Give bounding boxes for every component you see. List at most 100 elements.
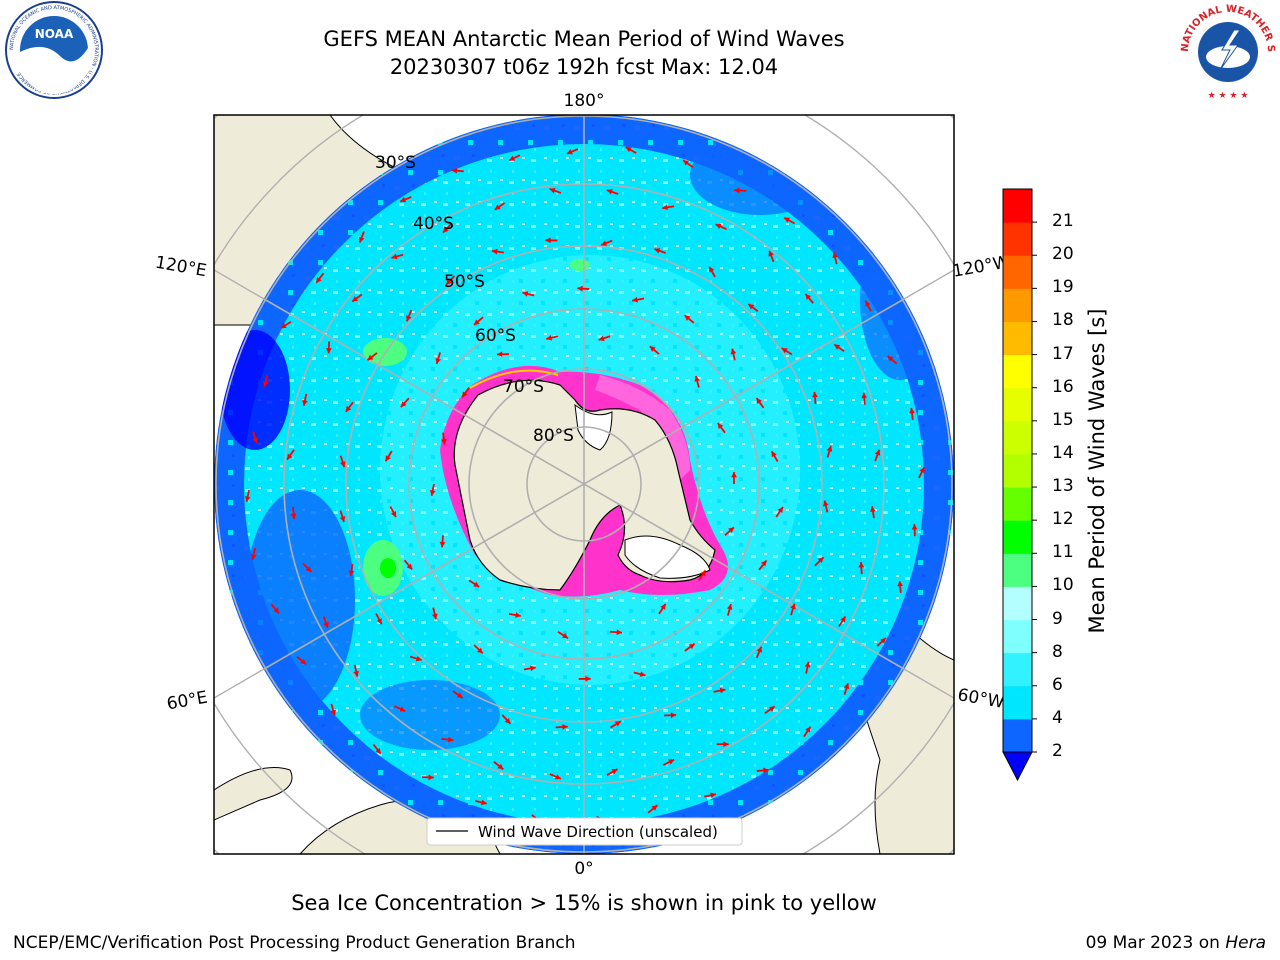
wind-wave-arrowhead	[614, 721, 621, 727]
wind-wave-arrowhead	[812, 391, 818, 398]
map-legend: Wind Wave Direction (unscaled)	[426, 817, 743, 846]
wind-wave-arrowhead	[805, 726, 811, 733]
colorbar-segment	[1003, 387, 1032, 422]
wind-wave-arrowhead	[616, 629, 623, 636]
wind-wave-arrowhead	[432, 613, 438, 620]
wind-wave-arrowhead	[817, 557, 824, 564]
colorbar-tick-label: 14	[1052, 442, 1074, 463]
wind-wave-arrowhead	[428, 774, 434, 781]
colorbar-segment	[1003, 222, 1032, 256]
wind-wave-arrowhead	[804, 661, 811, 668]
wind-wave-arrowhead	[439, 541, 446, 548]
wind-wave-arrowhead	[834, 344, 841, 350]
map-border	[213, 114, 955, 855]
wind-wave-arrowhead	[761, 560, 767, 567]
wind-wave-arrowhead	[385, 455, 391, 462]
colorbar-extend-arrow	[1002, 751, 1033, 782]
wind-wave-arrowhead	[339, 461, 346, 468]
wind-wave-arrowhead	[435, 357, 441, 364]
wind-wave-arrowhead	[709, 266, 715, 273]
wind-wave-arrowhead	[768, 250, 774, 257]
wind-wave-arrowhead	[290, 513, 297, 520]
wind-wave-arrowhead	[352, 296, 359, 302]
wind-wave-arrowhead	[406, 563, 413, 570]
wind-wave-arrowhead	[545, 237, 551, 244]
colorbar-segment	[1003, 321, 1032, 356]
wind-wave-arrowhead	[326, 348, 332, 354]
legend-label: Wind Wave Direction (unscaled)	[478, 823, 718, 841]
wind-wave-arrowhead	[832, 252, 838, 259]
wind-wave-arrowhead	[462, 391, 468, 398]
wind-wave-arrowhead	[566, 149, 573, 155]
wind-wave-arrowhead	[826, 445, 833, 452]
wind-wave-arrowhead	[911, 524, 918, 530]
colorbar-tick-label: 11	[1052, 542, 1074, 563]
wind-wave-arrowhead	[670, 712, 677, 719]
colorbar-tick-label: 20	[1052, 244, 1074, 265]
wind-wave-arrowhead	[625, 147, 632, 153]
lon-label-180: 180°	[564, 91, 605, 111]
wind-wave-arrowhead	[390, 511, 397, 518]
wind-wave-arrowhead	[491, 248, 498, 255]
lon-label-60e: 60°E	[165, 688, 209, 715]
colorbar-tick-label: 9	[1052, 608, 1063, 629]
wind-wave-arrowhead	[250, 554, 257, 560]
colorbar	[1002, 188, 1037, 782]
footer-machine: Hera	[1225, 933, 1266, 953]
wind-wave-arrowhead	[316, 276, 322, 283]
wind-wave-arrowhead	[497, 351, 503, 358]
chart-subtitle: 20230307 t06z 192h fcst Max: 12.04	[389, 55, 779, 79]
lon-label-120w: 120°W	[951, 252, 1012, 282]
colorbar-segment	[1003, 718, 1032, 753]
colorbar-segment	[1003, 685, 1032, 720]
colorbar-tick-label: 10	[1052, 575, 1074, 596]
lat-label-70s: 70°S	[503, 377, 544, 397]
wind-wave-arrowhead	[497, 763, 504, 770]
wind-wave-arrowhead	[262, 381, 269, 387]
lat-label-30s: 30°S	[375, 153, 416, 173]
wind-wave-arrowhead	[400, 196, 407, 203]
wind-wave-arrowhead	[358, 236, 365, 243]
graticule	[215, 115, 953, 854]
colorbar-tick-label: 18	[1052, 310, 1074, 331]
wind-wave-arrowhead	[473, 319, 480, 325]
wind-wave-arrowhead	[429, 490, 436, 496]
wind-wave-arrowhead	[348, 570, 355, 577]
wind-wave-arrowhead	[443, 226, 449, 233]
wind-wave-arrowhead	[710, 792, 717, 799]
wind-wave-arrowhead	[909, 407, 915, 414]
wind-wave-arrowhead	[728, 527, 734, 533]
wind-wave-arrowhead	[522, 291, 529, 297]
wind-wave-arrowhead	[367, 354, 374, 361]
wind-wave-arrowhead	[880, 637, 886, 644]
wind-wave-arrowhead	[717, 423, 724, 430]
footer-date-text: 09 Mar 2023 on	[1085, 933, 1226, 953]
lat-label-50s: 50°S	[444, 272, 485, 292]
colorbar-segment	[1003, 487, 1032, 521]
wind-wave-arrowhead	[651, 805, 658, 811]
wind-wave-arrowhead	[562, 632, 569, 639]
wind-wave-arrowhead	[375, 747, 381, 754]
wind-wave-arrowhead	[688, 643, 695, 650]
colorbar-tick-label: 17	[1052, 343, 1074, 364]
colorbar-label: Mean Period of Wind Waves [s]	[1085, 308, 1109, 634]
colorbar-tick-label: 4	[1052, 707, 1063, 728]
noaa-logo-text: NOAA	[35, 27, 74, 41]
wind-wave-arrowhead	[345, 405, 352, 412]
wind-wave-arrowhead	[473, 581, 480, 587]
wind-wave-arrowhead	[763, 767, 769, 774]
wind-wave-arrowhead	[805, 293, 812, 300]
wind-wave-arrowhead	[784, 217, 791, 223]
colorbar-segment	[1003, 586, 1032, 621]
wind-wave-arrowhead	[446, 278, 452, 285]
wind-wave-arrowhead	[897, 580, 904, 587]
wind-wave-arrowhead	[684, 315, 691, 321]
lat-label-80s: 80°S	[533, 426, 574, 446]
wind-wave-arrowhead	[399, 706, 406, 712]
wind-wave-arrowhead	[606, 189, 613, 195]
wind-wave-arrowhead	[843, 683, 850, 690]
noaa-logo-icon: NATIONAL OCEANIC AND ATMOSPHERIC ADMINIS…	[5, 1, 103, 99]
colorbar-segment	[1003, 189, 1032, 223]
colorbar-tick-label: 8	[1052, 641, 1063, 662]
